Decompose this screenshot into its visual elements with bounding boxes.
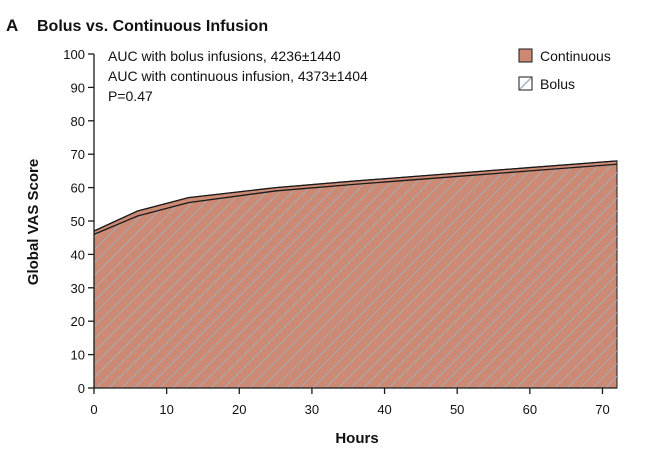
y-tick-label: 90 xyxy=(71,80,85,95)
legend-label-bolus: Bolus xyxy=(540,76,575,92)
legend-label-continuous: Continuous xyxy=(540,48,611,64)
x-axis-title: Hours xyxy=(335,430,378,447)
legend: Continuous Bolus xyxy=(518,48,611,92)
x-tick-label: 20 xyxy=(232,402,246,417)
y-tick-label: 100 xyxy=(63,47,85,62)
x-tick-label: 70 xyxy=(595,402,609,417)
annotation-block: AUC with bolus infusions, 4236±1440 AUC … xyxy=(108,48,368,104)
y-tick-label: 20 xyxy=(71,314,85,329)
y-tick-label: 80 xyxy=(71,114,85,129)
legend-swatch-bolus-hatch xyxy=(519,77,532,90)
plot-area xyxy=(93,160,618,389)
y-tick-label: 50 xyxy=(71,214,85,229)
bolus-area xyxy=(94,164,617,388)
y-tick-label: 0 xyxy=(78,381,85,396)
y-axis: 0 10 20 30 40 50 60 70 80 90 100 xyxy=(63,47,95,396)
y-tick-label: 30 xyxy=(71,281,85,296)
y-tick-label: 10 xyxy=(71,348,85,363)
panel-letter: A xyxy=(6,16,18,35)
x-axis: 0 10 20 30 40 50 60 70 xyxy=(90,387,617,417)
x-tick-label: 60 xyxy=(523,402,537,417)
x-tick-label: 30 xyxy=(305,402,319,417)
annotation-auc-bolus: AUC with bolus infusions, 4236±1440 xyxy=(108,48,341,64)
continuous-line xyxy=(93,160,618,232)
bolus-line xyxy=(93,163,618,235)
annotation-p-value: P=0.47 xyxy=(108,88,153,104)
y-axis-title: Global VAS Score xyxy=(25,159,42,285)
y-tick-label: 60 xyxy=(71,181,85,196)
x-tick-label: 0 xyxy=(90,402,97,417)
x-tick-label: 10 xyxy=(159,402,173,417)
y-tick-label: 40 xyxy=(71,247,85,262)
legend-swatch-continuous xyxy=(518,48,533,63)
chart-title: Bolus vs. Continuous Infusion xyxy=(37,18,268,35)
y-tick-label: 70 xyxy=(71,147,85,162)
x-tick-label: 50 xyxy=(450,402,464,417)
annotation-auc-continuous: AUC with continuous infusion, 4373±1404 xyxy=(108,68,368,84)
x-tick-label: 40 xyxy=(377,402,391,417)
